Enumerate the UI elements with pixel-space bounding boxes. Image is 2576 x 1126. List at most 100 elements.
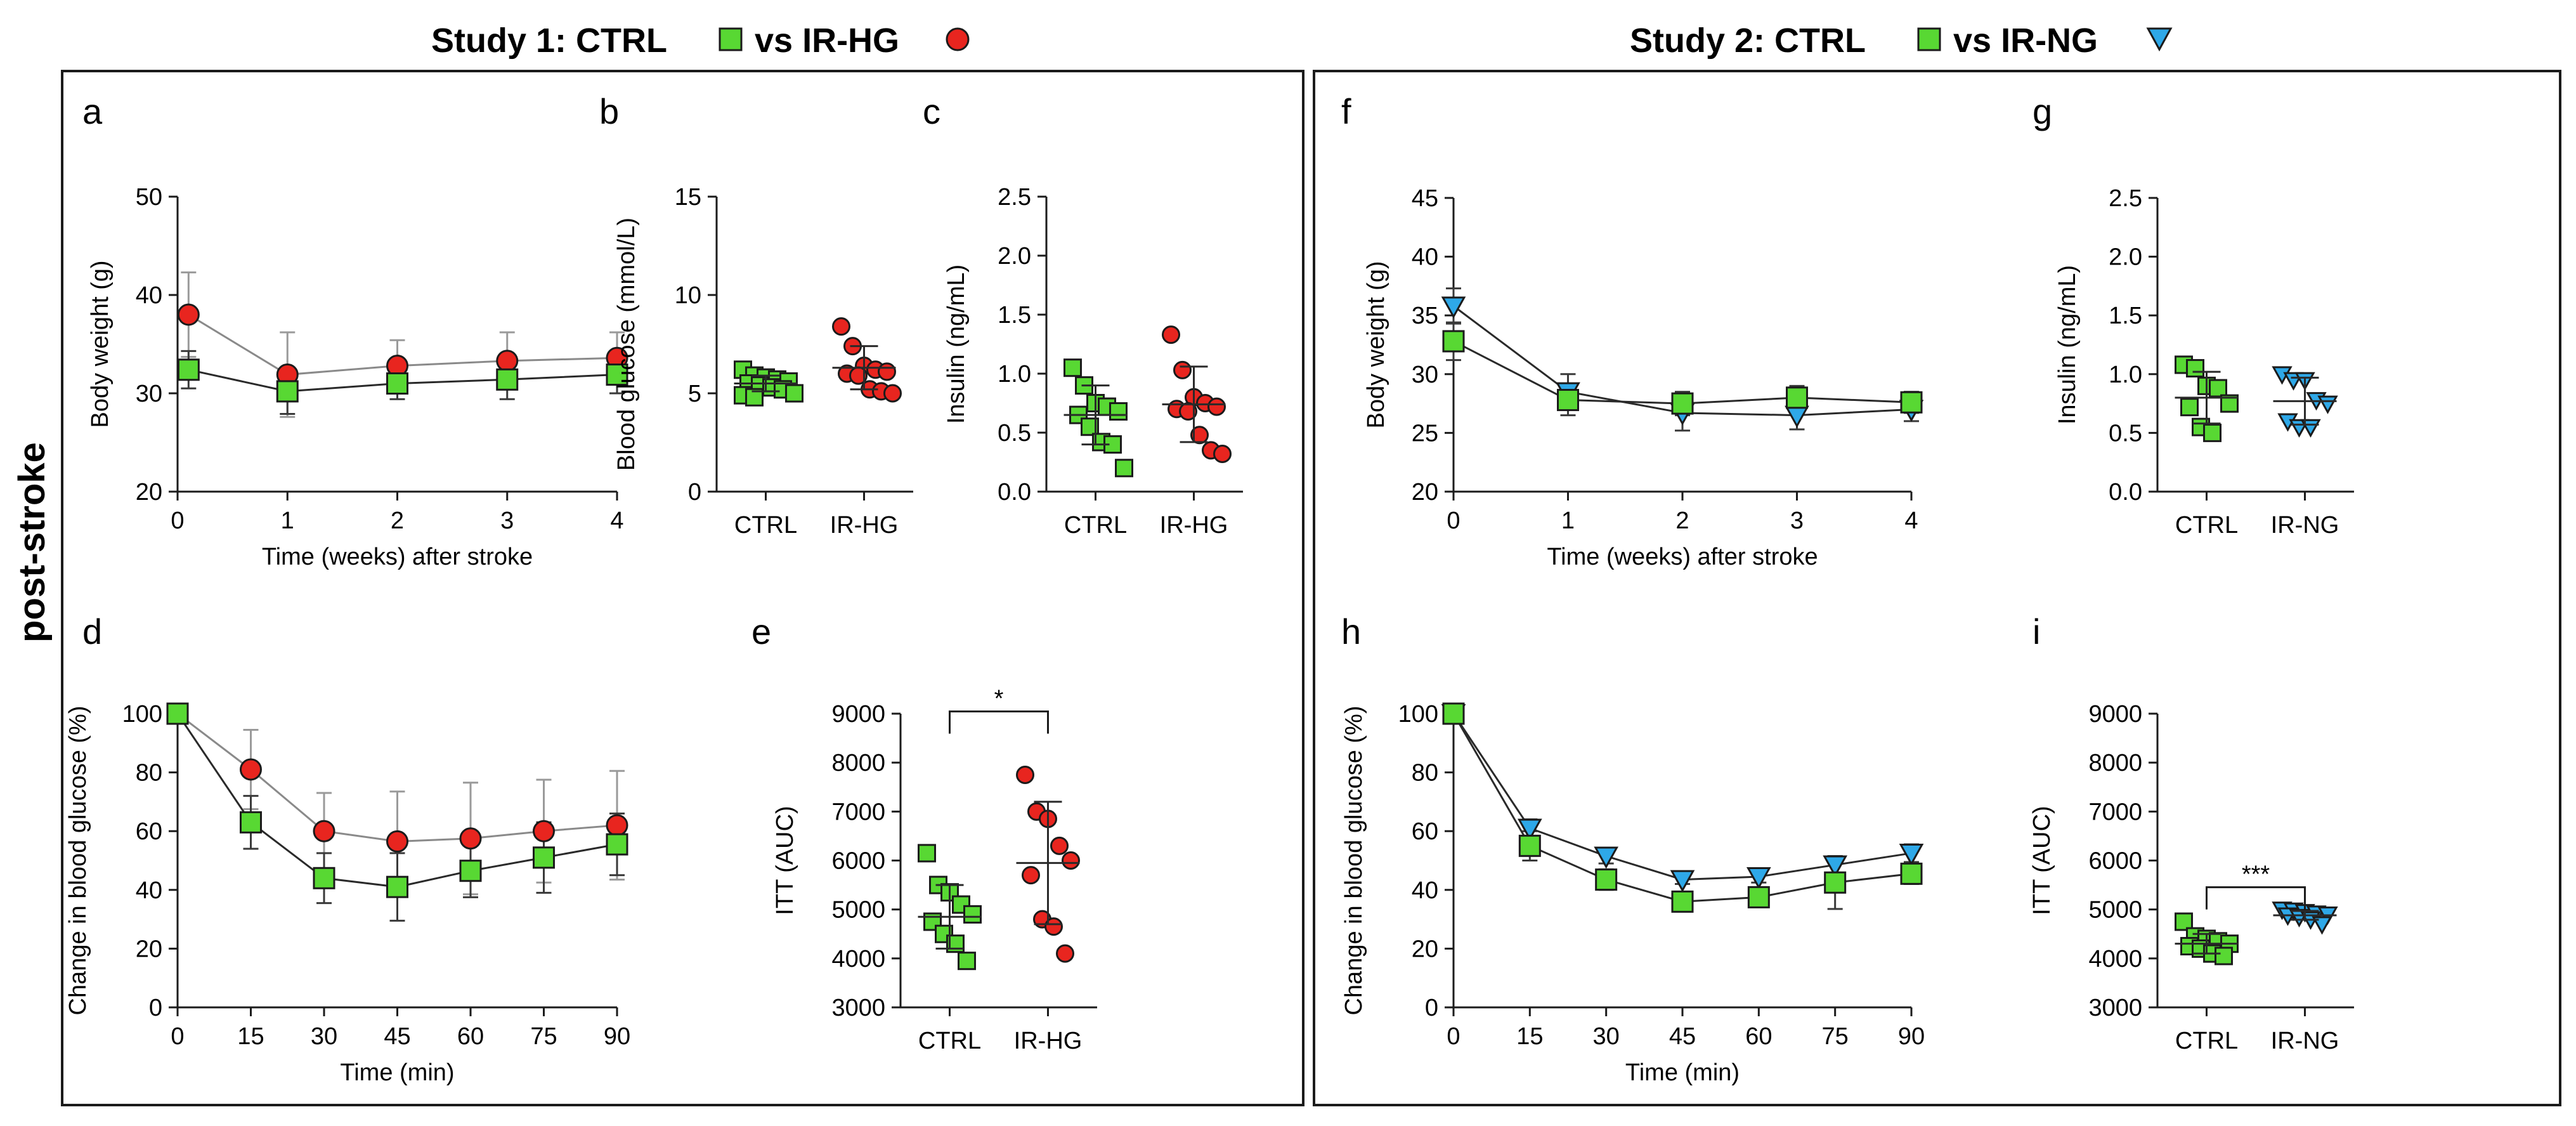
y-tick-label-e: 3000 [831, 995, 885, 1021]
y-tick-label-d: 60 [136, 818, 162, 845]
data-point-ctrl-a [276, 380, 299, 403]
y-tick-label-c: 0.5 [998, 420, 1031, 447]
data-point-ctrl-d [606, 833, 628, 856]
y-tick-label-e: 5000 [831, 897, 885, 924]
y-tick-label-b: 15 [675, 184, 701, 211]
data-point-ctrl-h [1518, 834, 1541, 857]
y-tick-label-h: 0 [1425, 995, 1438, 1021]
x-tick-label-f: 0 [1447, 507, 1460, 534]
panel-a: a 20 30 40 50 Body weight (g) 0 1 2 3 4 Time (weeks… [82, 91, 628, 570]
x-tick-label-a: 3 [500, 507, 514, 534]
data-point-ctrl-g [2180, 398, 2199, 417]
x-axis-label-h: Time (min) [1625, 1059, 1740, 1086]
y-tick-label-i: 8000 [2088, 750, 2142, 776]
panel-f: f 20 25 30 35 40 45 Body weight (g) 0 1 2 3 4 Time (w… [1341, 91, 1924, 570]
x-tick-label-h: 30 [1593, 1023, 1620, 1050]
data-point-ir-hg-b [878, 362, 896, 381]
y-tick-label-i: 5000 [2088, 897, 2142, 924]
data-point-ir-hg-e [1050, 836, 1069, 855]
y-tick-label-f: 30 [1412, 362, 1438, 388]
study1-title: Study 1: CTRL [431, 22, 667, 60]
data-point-ctrl-d [313, 867, 335, 889]
y-tick-label-h: 20 [1412, 936, 1438, 962]
data-point-ctrl-e [963, 905, 982, 924]
study2-header: Study 2: CTRL vs IR-NG [1630, 22, 2173, 60]
data-point-ctrl-c [1109, 402, 1128, 421]
study1-irhg-legend-marker [946, 27, 970, 51]
y-tick-label-d: 80 [136, 760, 162, 787]
panel-letter-h: h [1341, 612, 1361, 651]
data-point-ctrl-e [952, 895, 970, 914]
x-tick-label-h: 15 [1516, 1023, 1543, 1050]
data-point-ir-hg-d [459, 827, 482, 850]
y-tick-label-i: 7000 [2088, 799, 2142, 825]
data-point-ir-hg-d [386, 830, 408, 853]
study1-header: Study 1: CTRL vs IR-HG [431, 22, 970, 60]
y-tick-label-e: 9000 [831, 701, 885, 728]
panel-b: b 0 5 10 15 Blood glucose (mmol/L) CTRL IR-HG [599, 91, 913, 539]
y-tick-label-e: 4000 [831, 946, 885, 972]
data-point-ir-hg-c [1162, 325, 1180, 344]
y-tick-label-f: 40 [1412, 244, 1438, 271]
x-tick-label-f: 3 [1790, 507, 1804, 534]
x-tick-label-a: 1 [281, 507, 294, 534]
panel-letter-b: b [599, 91, 619, 131]
y-tick-label-a: 30 [136, 381, 162, 407]
data-point-ir-hg-b [883, 384, 902, 403]
panel-d: d 0 20 40 60 80 100 Change in blood glucose (%)… [65, 612, 630, 1086]
data-point-ctrl-h [1747, 886, 1770, 908]
data-point-ir-hg-b [832, 317, 850, 336]
data-point-ir-hg-d [313, 820, 335, 842]
data-point-ctrl-b [785, 384, 803, 403]
y-tick-label-a: 50 [136, 184, 162, 211]
category-label-g: IR-NG [2271, 512, 2339, 539]
y-tick-label-a: 20 [136, 479, 162, 506]
panel-letter-c: c [923, 91, 940, 131]
y-tick-label-c: 2.0 [998, 243, 1031, 270]
y-tick-label-b: 5 [688, 381, 701, 407]
panel-e: e 3000 4000 5000 6000 7000 8000 9000 ITT (AUC) CT… [751, 612, 1097, 1054]
data-point-ctrl-a [386, 372, 408, 395]
data-point-ctrl-g [2203, 423, 2221, 442]
study1-vs-label: vs IR-HG [755, 22, 899, 60]
y-tick-label-c: 2.5 [998, 184, 1031, 211]
x-tick-label-d: 90 [604, 1023, 630, 1050]
y-axis-label-f: Body weight (g) [1363, 261, 1389, 428]
y-axis-label-g: Insulin (ng/mL) [2054, 265, 2081, 424]
x-tick-label-h: 60 [1745, 1023, 1772, 1050]
panel-i: i 3000 4000 5000 6000 7000 8000 9000 ITT (AUC) CT… [2029, 612, 2354, 1054]
panel-letter-f: f [1341, 91, 1351, 131]
y-tick-label-i: 9000 [2088, 701, 2142, 728]
y-tick-label-b: 10 [675, 282, 701, 309]
data-point-ctrl-d [533, 846, 555, 869]
side-label: post-stroke [11, 442, 53, 643]
study1-ctrl-legend-marker [719, 27, 743, 51]
x-tick-label-f: 2 [1675, 507, 1689, 534]
data-point-ir-ng-f [1785, 405, 1809, 428]
category-label-b: CTRL [734, 512, 797, 539]
x-tick-label-d: 75 [530, 1023, 557, 1050]
significance-bracket-i [2206, 886, 2306, 910]
x-tick-label-h: 75 [1822, 1023, 1849, 1050]
y-axis-label-i: ITT (AUC) [2029, 806, 2055, 915]
panel-letter-a: a [82, 91, 103, 131]
data-point-ir-hg-d [240, 758, 262, 781]
data-point-ir-hg-c [1173, 360, 1192, 379]
y-tick-label-i: 4000 [2088, 946, 2142, 972]
x-tick-label-a: 2 [391, 507, 404, 534]
data-point-ir-hg-e [1044, 917, 1063, 936]
category-label-e: CTRL [918, 1028, 981, 1054]
data-point-ir-hg-d [606, 814, 628, 837]
data-point-ir-ng-h [1594, 846, 1619, 869]
study2-vs-label: vs IR-NG [1953, 22, 2098, 60]
y-axis-label-e: ITT (AUC) [772, 806, 798, 915]
data-point-ctrl-h [1900, 862, 1923, 885]
x-tick-label-h: 90 [1898, 1023, 1925, 1050]
panel-h: h 0 20 40 60 80 100 Change in blood glucose (%)… [1341, 612, 1925, 1086]
data-point-ctrl-f [1900, 391, 1923, 414]
y-tick-label-h: 40 [1412, 877, 1438, 904]
y-tick-label-g: 2.0 [2109, 244, 2142, 271]
y-tick-label-e: 6000 [831, 848, 885, 875]
y-tick-label-e: 7000 [831, 799, 885, 825]
data-point-ctrl-h [1824, 871, 1847, 894]
